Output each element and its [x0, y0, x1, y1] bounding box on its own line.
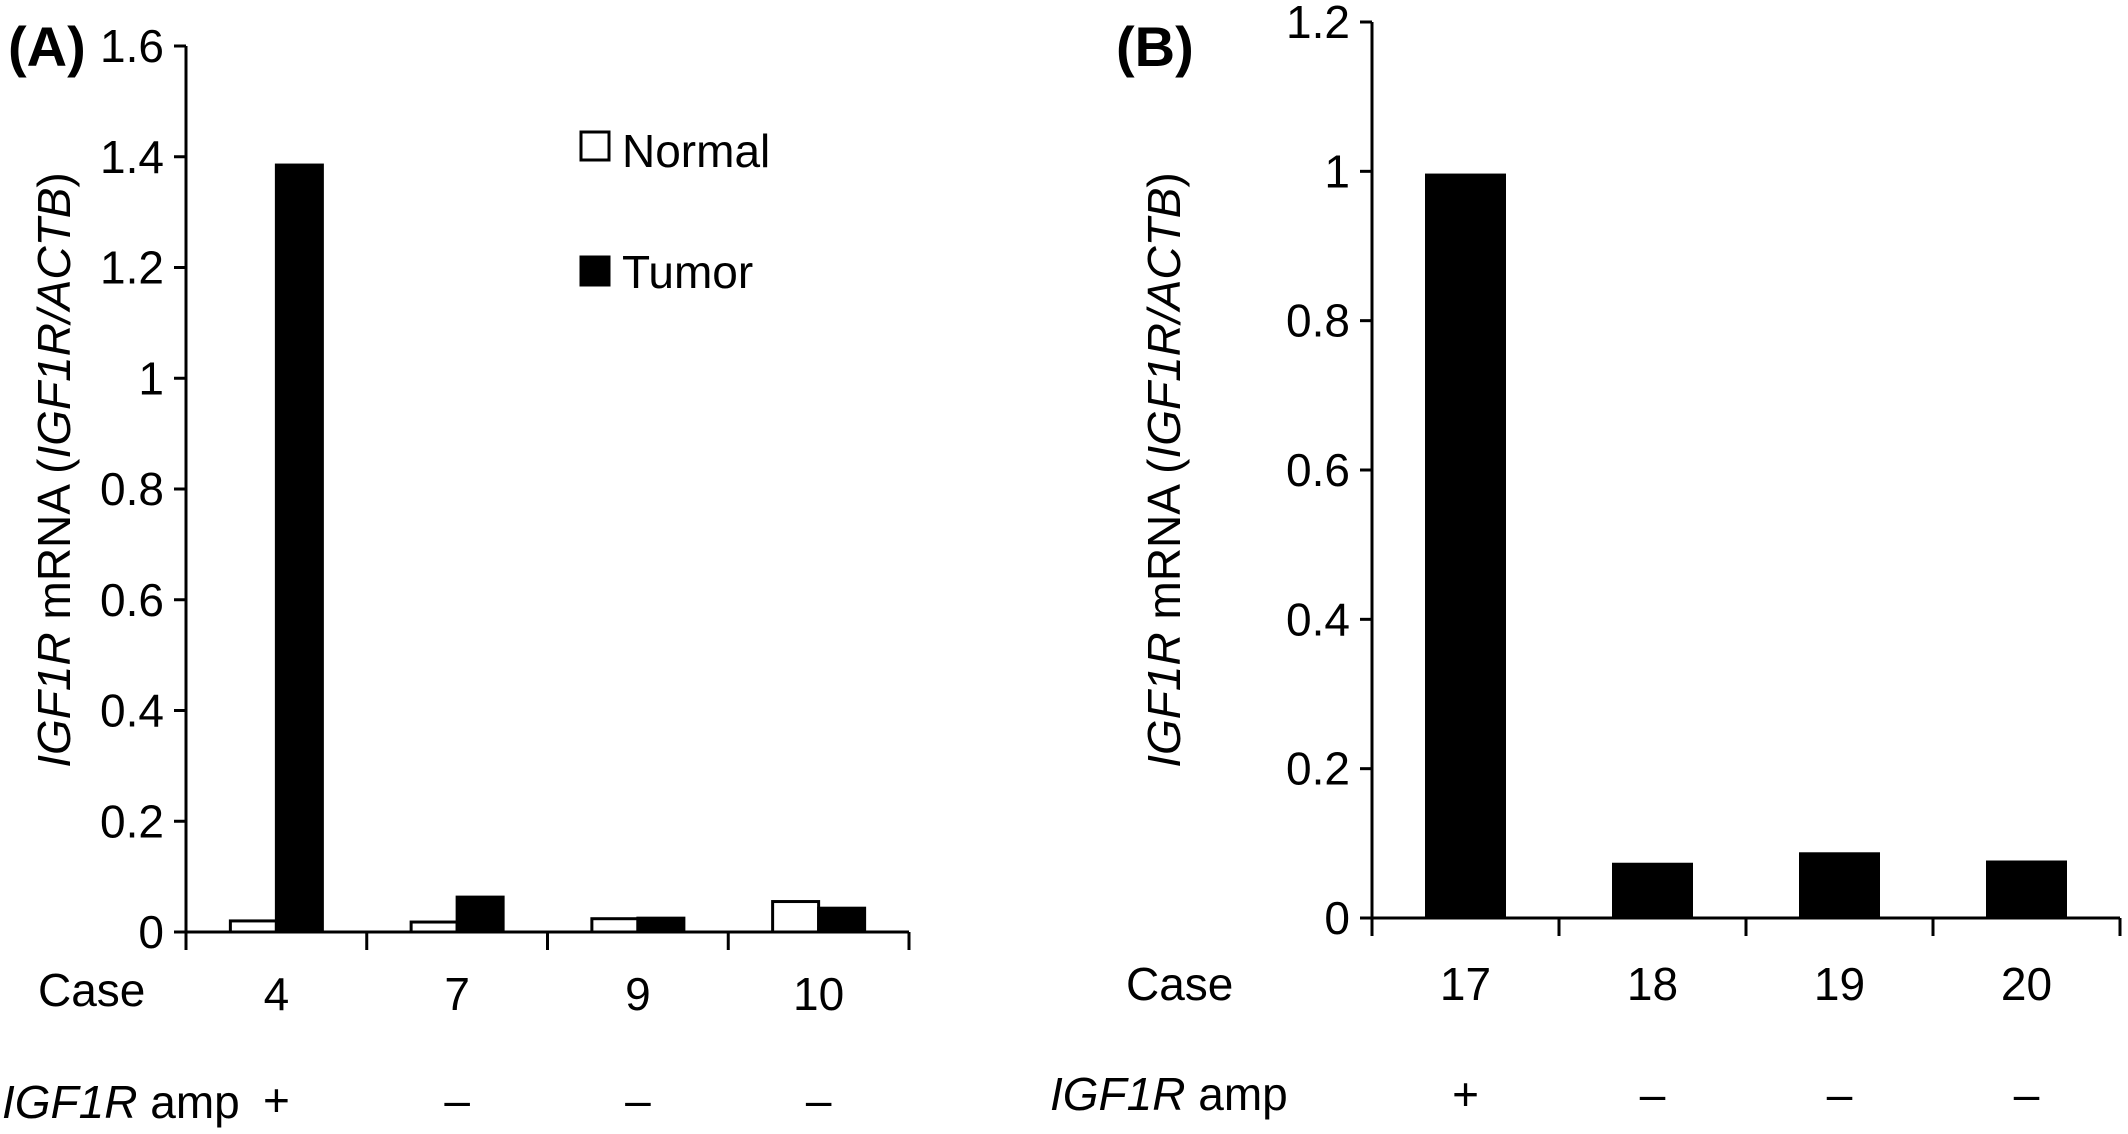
- y-tick-label: 0: [1324, 892, 1350, 944]
- bar-normal-case-4: [228, 919, 278, 934]
- y-tick-label: 1.2: [100, 242, 164, 294]
- panel-a-chart: (A) IGF1R mRNA (IGF1R/ACTB) 0 0.2 0.4 0.6 0.…: [2, 15, 911, 1128]
- legend-tumor-label: Tumor: [622, 246, 753, 298]
- x-category-label: 7: [444, 968, 470, 1020]
- bar-tumor-case-18: [1612, 862, 1693, 920]
- panel-b-amp-label: IGF1R amp: [1050, 1068, 1288, 1120]
- panel-a-case-label: Case: [38, 964, 145, 1016]
- x-category-label: 19: [1814, 958, 1865, 1010]
- panel-b-bars: [1425, 173, 2067, 920]
- bar-normal-case-9: [590, 917, 640, 934]
- panel-a-amp-label: IGF1R amp: [2, 1076, 240, 1128]
- y-tick-label: 0.6: [1286, 444, 1350, 496]
- amp-status-mark: –: [806, 1074, 832, 1126]
- y-tick-label: 0.8: [1286, 295, 1350, 347]
- amp-status-mark: –: [625, 1074, 651, 1126]
- y-tick-label: 1.6: [100, 20, 164, 72]
- amp-status-mark: –: [2014, 1068, 2040, 1120]
- bar-tumor-case-9: [636, 916, 686, 934]
- x-category-label: 9: [625, 968, 651, 1020]
- panel-a-y-axis-title: IGF1R mRNA (IGF1R/ACTB): [28, 172, 80, 768]
- y-tick-label: 1: [1324, 145, 1350, 197]
- panel-b-chart: (B) IGF1R mRNA (IGF1R/ACTB) 0 0.2 0.4 0.6 0.…: [1050, 0, 2122, 1120]
- bar-normal-case-7: [409, 920, 459, 934]
- y-tick-label: 0.4: [1286, 593, 1350, 645]
- panel-b-y-axis-title: IGF1R mRNA (IGF1R/ACTB): [1138, 172, 1190, 768]
- panel-b-case-label: Case: [1126, 958, 1233, 1010]
- bar-tumor-case-10: [817, 906, 867, 934]
- y-tick-label: 0.2: [100, 795, 164, 847]
- y-tick-label: 0.2: [1286, 743, 1350, 795]
- y-tick-label: 1.4: [100, 131, 164, 183]
- x-category-label: 17: [1440, 958, 1491, 1010]
- amp-status-mark: –: [1640, 1068, 1666, 1120]
- bar-tumor-case-4: [274, 163, 324, 934]
- panel-a-bars: [228, 163, 867, 934]
- y-tick-label: 0.4: [100, 685, 164, 737]
- panel-a-legend: Normal Tumor: [579, 125, 770, 298]
- legend-normal-swatch: [579, 130, 611, 162]
- panel-b-label: (B): [1116, 15, 1194, 78]
- y-tick-label: 0.6: [100, 574, 164, 626]
- y-tick-label: 0.8: [100, 463, 164, 515]
- bar-tumor-case-19: [1799, 852, 1880, 920]
- bar-tumor-case-17: [1425, 173, 1506, 920]
- x-category-label: 18: [1627, 958, 1678, 1010]
- legend-tumor-swatch: [579, 255, 611, 287]
- y-tick-label: 0: [138, 906, 164, 958]
- legend-normal-label: Normal: [622, 125, 770, 177]
- x-category-label: 4: [264, 968, 290, 1020]
- y-tick-label: 1.2: [1286, 0, 1350, 48]
- amp-status-mark: +: [263, 1074, 290, 1126]
- panel-a-axes: 0 0.2 0.4 0.6 0.8 1 1.2 1.4 1.6 4 +7 – 9 – 10 –: [100, 20, 911, 1126]
- panel-a-label: (A): [8, 15, 86, 78]
- amp-status-mark: –: [444, 1074, 470, 1126]
- x-category-label: 20: [2001, 958, 2052, 1010]
- panel-b-axes: 0 0.2 0.4 0.6 0.8 1 1.2 17 +18 – 19 – 20 –: [1286, 0, 2122, 1120]
- bar-normal-case-10: [771, 900, 821, 934]
- y-tick-label: 1: [138, 352, 164, 404]
- bar-tumor-case-7: [455, 895, 505, 934]
- x-category-label: 10: [793, 968, 844, 1020]
- amp-status-mark: +: [1452, 1068, 1479, 1120]
- amp-status-mark: –: [1827, 1068, 1853, 1120]
- bar-tumor-case-20: [1986, 860, 2067, 920]
